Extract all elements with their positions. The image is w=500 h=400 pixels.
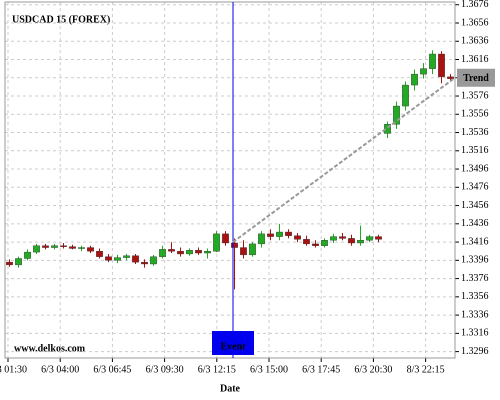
y-tick-label: 1.3616 [461,54,489,65]
y-tick-label: 1.3416 [461,236,489,247]
source-label: www.delkos.com [14,343,86,354]
candle-body [393,105,400,125]
y-tick-label: 1.3576 [461,90,489,101]
y-tick-label: 1.3456 [461,200,489,211]
y-tick-label: 1.3656 [461,17,489,28]
candle-body [276,231,283,237]
x-tick-label: 6/3 12:15 [198,364,236,375]
y-tick-label: 1.3336 [461,309,489,320]
trend-line [232,76,456,243]
candle-body [123,255,130,258]
candle-body [330,236,337,241]
candle-body [60,245,67,247]
candle-body [402,84,409,107]
chart-title: USDCAD 15 (FOREX) [12,14,110,25]
x-tick-label: 6/3 15:00 [250,364,288,375]
candle-body [213,233,220,252]
candle-body [285,231,292,236]
candle-body [357,240,364,244]
candle-body [348,238,355,244]
candle-body [438,53,445,78]
candle-body [96,250,103,257]
x-tick-label: 6/3 06:45 [93,364,131,375]
candle-body [411,73,418,86]
candle-body [240,247,247,256]
y-tick-label: 1.3636 [461,36,489,47]
plot-frame [4,1,456,359]
candle-body [105,256,112,261]
y-tick-label: 1.3676 [461,0,489,10]
candle-body [312,243,319,246]
candle-body [420,68,427,75]
event-label: Event [221,341,247,352]
candle-body [267,233,274,237]
candle-body [42,245,49,248]
candle-body [321,240,328,246]
y-tick-label: 1.3396 [461,255,489,266]
candle-body [87,247,94,252]
y-tick-label: 1.3436 [461,218,489,229]
candle-body [24,251,31,259]
candle-body [69,246,76,249]
candle-body [78,247,85,249]
candle-body [114,257,121,261]
y-tick-label: 1.3356 [461,291,489,302]
trend-label: Trend [463,73,489,84]
candle-body [51,245,58,248]
x-tick-label: 6/3 20:30 [354,364,392,375]
x-tick-label: 6/3 17:45 [302,364,340,375]
candle-body [249,243,256,256]
candle-body [150,256,157,265]
candle-body [177,250,184,255]
trend-box [457,68,495,87]
y-tick-label: 1.3296 [461,346,489,357]
candle-body [204,250,211,254]
event-box [212,331,254,355]
candle-body [429,53,436,69]
candle-body [6,261,13,266]
y-tick-label: 1.3536 [461,127,489,138]
candle-body [294,235,301,240]
x-tick-label: 6/3 01:30 [0,364,27,375]
candle-body [303,239,310,245]
x-axis-title: Date [220,383,241,394]
y-tick-label: 1.3556 [461,109,489,120]
x-tick-label: 8/3 22:15 [407,364,445,375]
candle-body [159,249,166,257]
candle-body [447,76,454,79]
y-tick-label: 1.3476 [461,182,489,193]
x-tick-label: 6/3 09:30 [146,364,184,375]
y-tick-label: 1.3316 [461,328,489,339]
candle-body [222,233,229,244]
candle-body [15,258,22,266]
y-tick-label: 1.3376 [461,273,489,284]
x-tick-label: 6/3 04:00 [41,364,79,375]
candle-body [33,245,40,253]
candle-body [141,261,148,265]
candle-body [339,236,346,239]
y-tick-label: 1.3496 [461,163,489,174]
candle-body [375,236,382,240]
candle-body [186,250,193,255]
candle-body [366,236,373,241]
candle-body [231,242,238,248]
candle-body [195,250,202,254]
y-tick-label: 1.3516 [461,145,489,156]
candle-body [132,255,139,263]
candle-body [258,233,265,245]
candle-body [168,249,175,252]
